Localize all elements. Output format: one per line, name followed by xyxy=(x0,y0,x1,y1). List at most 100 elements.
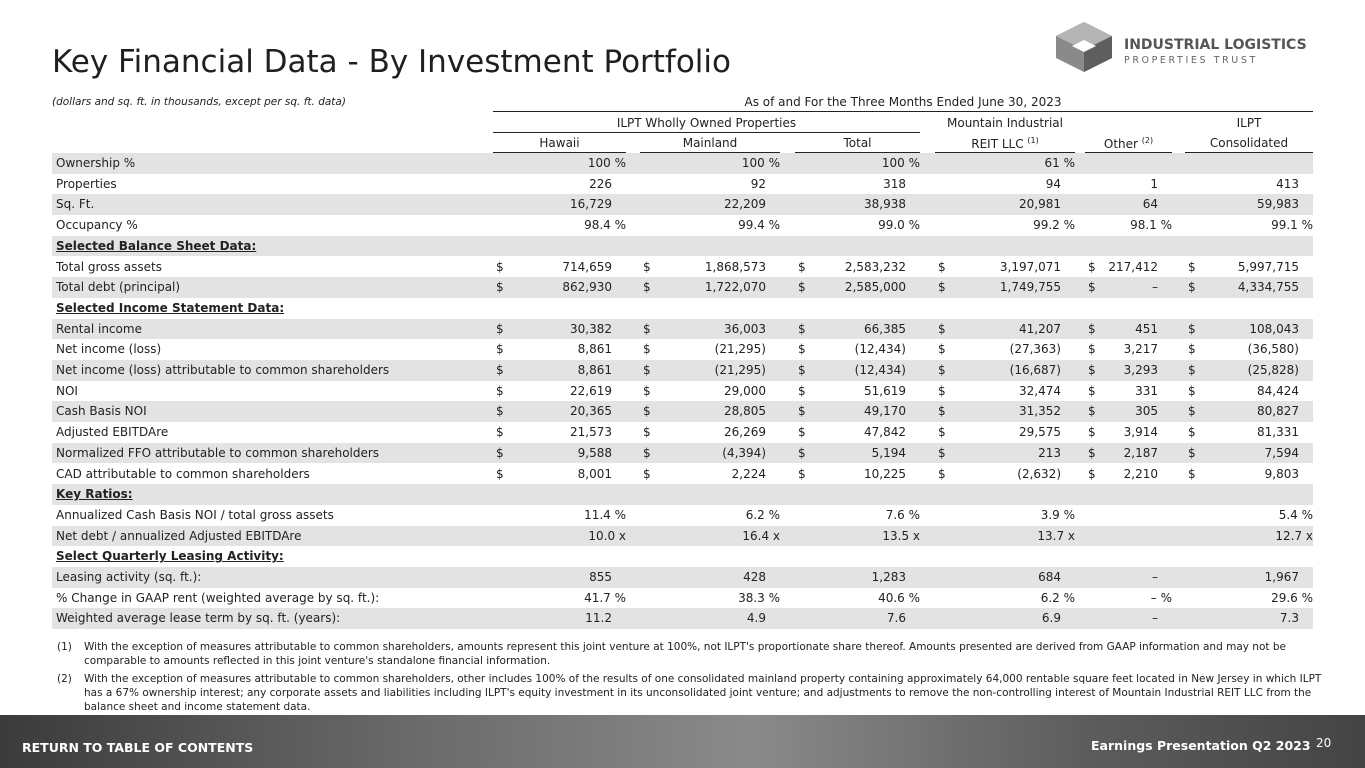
currency-sign: $ xyxy=(643,466,651,481)
cell-value: (27,363) xyxy=(1009,342,1061,357)
cell-value: 3,197,071 xyxy=(999,259,1061,274)
row-shade xyxy=(52,153,1313,174)
cell-value: 9,588 xyxy=(577,445,612,460)
cell-value: 13.7 x xyxy=(1037,528,1075,543)
cell-value: (12,434) xyxy=(854,363,906,377)
cell-value: 31,352 xyxy=(1019,404,1061,419)
row-label: Weighted average lease term by sq. ft. (… xyxy=(56,611,341,626)
currency-sign: $ xyxy=(1088,363,1096,377)
currency-sign: $ xyxy=(1188,445,1196,460)
cell-value: 684 xyxy=(1038,570,1061,584)
cell-value: 20,365 xyxy=(570,404,612,419)
cell-value: 714,659 xyxy=(562,259,612,274)
cell-value: 2,583,232 xyxy=(844,259,906,274)
cell-value: 3,293 xyxy=(1123,363,1158,377)
cell-value: 100 % xyxy=(741,156,780,170)
cell-value: 2,585,000 xyxy=(844,280,906,295)
logo-mark xyxy=(1056,22,1112,72)
currency-sign: $ xyxy=(798,445,806,460)
row-shade xyxy=(52,360,1313,381)
currency-sign: $ xyxy=(938,425,946,440)
currency-sign: $ xyxy=(496,280,504,295)
currency-sign: $ xyxy=(1188,342,1196,357)
row-shade xyxy=(52,525,1313,547)
currency-sign: $ xyxy=(496,363,504,377)
currency-sign: $ xyxy=(798,259,806,274)
cell-value: 92 xyxy=(750,176,766,191)
cell-value: 5.4 % xyxy=(1278,507,1313,522)
cell-value: 36,003 xyxy=(724,321,766,336)
cell-value: 6.9 xyxy=(1041,611,1061,626)
currency-sign: $ xyxy=(643,363,651,377)
cell-value: 99.1 % xyxy=(1271,218,1313,233)
cell-value: 99.2 % xyxy=(1033,218,1075,233)
currency-sign: $ xyxy=(938,445,946,460)
cell-value: – % xyxy=(1150,590,1172,605)
cell-value: 30,382 xyxy=(570,321,612,336)
cell-value: 38,938 xyxy=(864,197,906,212)
rule xyxy=(1185,152,1313,153)
cell-value: 855 xyxy=(589,570,612,584)
cell-value: 40.6 % xyxy=(878,590,920,605)
cell-value: 1,967 xyxy=(1264,570,1299,584)
currency-sign: $ xyxy=(496,404,504,419)
currency-sign: $ xyxy=(496,321,504,336)
cell-value: (36,580) xyxy=(1247,342,1299,357)
group-header: Mountain Industrial xyxy=(947,116,1063,130)
cell-value: 1,749,755 xyxy=(999,280,1061,295)
currency-sign: $ xyxy=(643,342,651,357)
column-label: Consolidated xyxy=(1209,136,1289,150)
currency-sign: $ xyxy=(496,383,504,398)
presentation-label: Earnings Presentation Q2 2023 xyxy=(1091,738,1311,753)
cell-value: 9,803 xyxy=(1264,466,1299,481)
row-label: Occupancy % xyxy=(56,218,138,233)
cell-value: 3.9 % xyxy=(1040,507,1075,522)
currency-sign: $ xyxy=(643,259,651,274)
column-header: Hawaii xyxy=(493,136,626,150)
cell-value: 862,930 xyxy=(562,280,612,295)
currency-sign: $ xyxy=(643,383,651,398)
cell-value: 428 xyxy=(743,570,766,584)
cell-value: 4,334,755 xyxy=(1237,280,1299,295)
cell-value: 41,207 xyxy=(1019,321,1061,336)
cell-value: 4.9 xyxy=(746,611,766,626)
row-label: % Change in GAAP rent (weighted average … xyxy=(56,590,380,605)
currency-sign: $ xyxy=(938,363,946,377)
cell-value: 413 xyxy=(1276,176,1299,191)
footnote-marker: (1) xyxy=(57,641,72,653)
cell-value: 98.4 % xyxy=(584,218,626,233)
row-label: Net income (loss) xyxy=(56,342,162,357)
cell-value: 10.0 x xyxy=(588,528,626,543)
currency-sign: $ xyxy=(1088,466,1096,481)
footnote-marker: (2) xyxy=(57,673,72,685)
cell-value: 20,981 xyxy=(1019,197,1061,212)
cell-value: (2,632) xyxy=(1017,466,1061,481)
logo-line2: PROPERTIES TRUST xyxy=(1124,55,1258,66)
cell-value: 305 xyxy=(1135,404,1158,419)
logo-line1: INDUSTRIAL LOGISTICS xyxy=(1124,37,1307,53)
row-shade xyxy=(52,318,1313,340)
cell-value: 2,224 xyxy=(731,466,766,481)
currency-sign: $ xyxy=(938,404,946,419)
row-shade xyxy=(52,277,1313,298)
cell-value: (21,295) xyxy=(714,342,766,357)
cell-value: 226 xyxy=(589,176,612,191)
currency-sign: $ xyxy=(1188,321,1196,336)
column-label: Mainland xyxy=(682,136,738,150)
row-shade xyxy=(52,235,1313,257)
currency-sign: $ xyxy=(798,280,806,295)
column-header: Total xyxy=(795,136,920,150)
row-label: Selected Balance Sheet Data: xyxy=(56,238,257,253)
currency-sign: $ xyxy=(798,363,806,377)
period-header: As of and For the Three Months Ended Jun… xyxy=(744,95,1062,109)
row-label: Adjusted EBITDAre xyxy=(56,425,169,440)
row-label: Total gross assets xyxy=(56,259,162,274)
cell-value: 16,729 xyxy=(570,197,612,212)
row-shade xyxy=(52,401,1313,423)
column-header: Other (2) xyxy=(1085,136,1172,151)
toc-link[interactable]: RETURN TO TABLE OF CONTENTS xyxy=(22,740,254,755)
cell-value: 13.5 x xyxy=(882,528,920,543)
cell-value: 6.2 % xyxy=(745,507,780,522)
currency-sign: $ xyxy=(1088,383,1096,398)
cell-value: 331 xyxy=(1135,383,1158,398)
